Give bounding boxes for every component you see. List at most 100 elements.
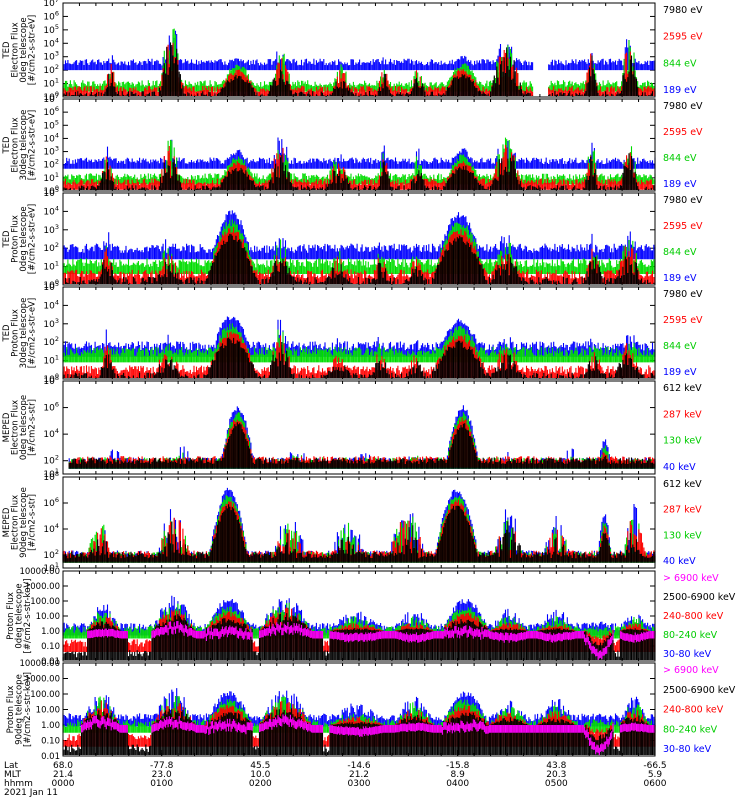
series-189 eV	[62, 30, 656, 71]
series-7980 eV	[64, 233, 655, 284]
y-tick-label: 106	[43, 9, 59, 22]
y-tick-label: 105	[43, 186, 59, 199]
y-tick-label: 1000.00	[25, 675, 60, 685]
y-axis-label: MEPED	[2, 507, 12, 537]
legend-entry: 844 eV	[663, 153, 697, 164]
legend-entry: 7980 eV	[663, 5, 703, 16]
y-tick-label: 100	[43, 278, 59, 291]
y-tick-label: 108	[43, 374, 59, 387]
series-7980 eV	[63, 153, 656, 190]
legend-entry: 2500-6900 keV	[663, 592, 736, 603]
x-tick-label: 68.0	[53, 761, 73, 771]
legend-entry: 612 keV	[663, 479, 702, 490]
legend-entry: > 6900 keV	[663, 573, 719, 584]
y-axis-label: [#/cm2-s-str-eV]	[28, 110, 38, 180]
legend-entry: 2595 eV	[663, 315, 703, 326]
plot-frame	[62, 2, 656, 98]
x-tick-label: 20.3	[546, 770, 566, 780]
y-tick-label: 101	[43, 171, 59, 184]
y-tick-label: 10.00	[36, 706, 60, 716]
y-tick-label: 100.00	[30, 597, 60, 607]
legend-entry: 80-240 keV	[663, 724, 718, 735]
y-axis-label: TED	[2, 230, 12, 249]
y-tick-label: 105	[43, 23, 59, 36]
y-tick-label: 107	[43, 92, 59, 105]
x-tick-label: 43.8	[546, 761, 566, 771]
legend-entry: 287 keV	[663, 409, 702, 420]
legend-entry: 2595 eV	[663, 32, 703, 43]
y-tick-label: 1.00	[41, 721, 60, 731]
y-tick-label: 10.00	[36, 612, 60, 622]
y-axis-label: Electron Flux	[11, 22, 21, 77]
y-tick-label: 1.00	[41, 627, 60, 637]
x-tick-label: 0300	[348, 779, 371, 789]
y-tick-label: 101	[43, 260, 59, 273]
legend-entry: 240-800 keV	[663, 705, 724, 716]
y-tick-label: 101	[43, 561, 59, 574]
y-tick-label: 102	[43, 454, 59, 467]
y-tick-label: 104	[43, 522, 59, 535]
legend-entry: 189 eV	[663, 273, 697, 284]
x-tick-label: 21.2	[349, 770, 369, 780]
x-tick-label: 0200	[249, 779, 272, 789]
legend-entry: 844 eV	[663, 247, 697, 258]
legend-entry: > 6900 keV	[663, 665, 719, 676]
y-axis-label: 0deg telescope	[19, 17, 29, 82]
legend-entry: 2595 eV	[663, 221, 703, 232]
y-axis-label: TED	[2, 41, 12, 60]
x-tick-label: 0100	[150, 779, 173, 789]
legend-entry: 287 keV	[663, 505, 702, 516]
plot-frame	[62, 570, 656, 662]
y-tick-label: 102	[43, 548, 59, 561]
x-tick-label: 0000	[52, 779, 75, 789]
y-axis-label: Electron Flux	[11, 495, 21, 550]
series-> 6900 keV	[80, 714, 656, 755]
y-axis-label: [#/cm2-s-str-eV]	[28, 204, 38, 274]
legend-entry: 7980 eV	[663, 289, 703, 300]
y-tick-label: 10000.00	[19, 567, 60, 577]
y-tick-label: 104	[43, 427, 59, 440]
y-tick-label: 102	[43, 158, 59, 171]
y-tick-label: 1000.00	[25, 582, 60, 592]
legend-entry: 130 keV	[663, 436, 702, 447]
y-axis-label: [#/cm2-s-str]	[28, 399, 38, 456]
y-tick-label: 104	[43, 131, 59, 144]
y-axis-label: Proton Flux	[11, 309, 21, 357]
series-612 keV	[62, 504, 656, 563]
y-tick-label: 104	[43, 298, 59, 311]
x-tick-label: 0400	[446, 779, 469, 789]
x-tick-label: -66.5	[643, 761, 666, 771]
x-tick-label: 10.0	[250, 770, 270, 780]
y-axis-label: 90deg telescope	[15, 674, 25, 745]
x-tick-label: 21.4	[53, 770, 73, 780]
y-axis-label: TED	[2, 324, 12, 343]
plot-frame	[62, 192, 656, 286]
y-tick-label: 0.10	[41, 737, 60, 747]
y-axis-label: Proton Flux	[6, 592, 16, 640]
x-tick-label: -77.8	[150, 761, 174, 771]
y-axis-label: 0deg telescope	[19, 395, 29, 460]
legend-entry: 844 eV	[663, 58, 697, 69]
y-tick-label: 103	[43, 223, 59, 236]
x-tick-label: 23.0	[152, 770, 172, 780]
series-844 eV	[62, 137, 656, 185]
legend-entry: 30-80 keV	[663, 744, 712, 755]
series-189 eV	[62, 137, 656, 169]
y-axis-label: Proton Flux	[11, 215, 21, 263]
x-tick-label: 8.9	[451, 770, 466, 780]
y-tick-label: 101	[43, 77, 59, 90]
x-tick-label: 0600	[644, 779, 667, 789]
legend-entry: 7980 eV	[663, 195, 703, 206]
x-tick-label: 45.5	[250, 761, 270, 771]
series-612 keV	[68, 422, 656, 469]
x-axis-row-label: MLT	[4, 770, 22, 780]
y-tick-label: 101	[43, 467, 59, 480]
y-tick-label: 103	[43, 50, 59, 63]
plot-frame	[62, 476, 656, 569]
